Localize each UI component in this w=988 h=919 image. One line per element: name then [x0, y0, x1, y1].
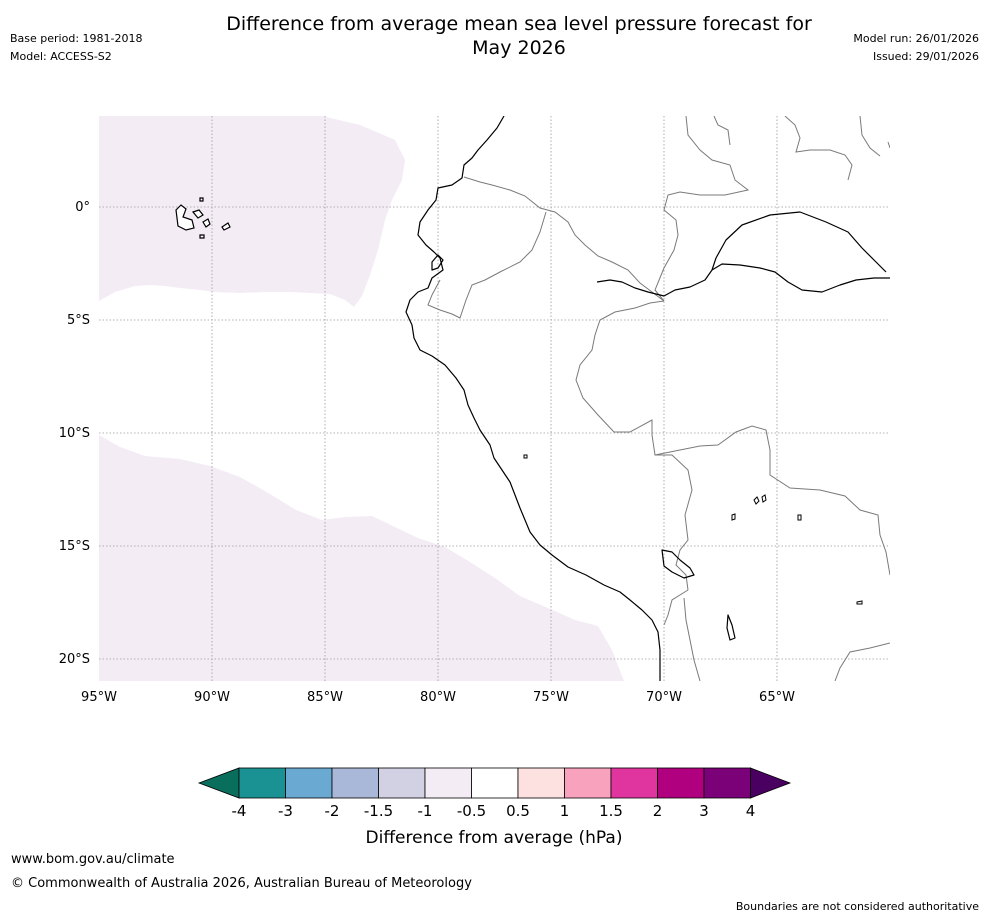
colorbar [197, 767, 792, 799]
galapagos-islands [175, 197, 231, 239]
colorbar-tick: -2 [325, 802, 340, 820]
footer-url: www.bom.gov.au/climate [11, 852, 175, 867]
lon-label-90w: 90°W [194, 690, 230, 705]
coastline-lake-poopo [726, 614, 736, 641]
map-panel: 0° 5°S 10°S 15°S 20°S 95°W 90°W 85°W 80°… [59, 116, 890, 705]
colorbar-segment [285, 767, 333, 799]
colorbar-segment [703, 767, 751, 799]
header-meta-right: Model run: 26/01/2026 Issued: 29/01/2026 [853, 30, 979, 66]
title-line-2: May 2026 [472, 37, 566, 59]
map-content [99, 116, 890, 681]
colorbar-segment [657, 767, 705, 799]
colorbar-tick: -4 [232, 802, 247, 820]
anomaly-region-south [99, 435, 624, 681]
lon-label-95w: 95°W [81, 690, 117, 705]
colorbar-tick: -3 [278, 802, 293, 820]
colorbar-title: Difference from average (hPa) [366, 828, 623, 848]
lake-small-5 [523, 454, 528, 459]
title-line-1: Difference from average mean sea level p… [226, 13, 812, 35]
lon-label-80w: 80°W [420, 690, 456, 705]
border-paraguay [834, 642, 890, 681]
model-label: Model: ACCESS-S2 [10, 50, 112, 63]
national-borders [427, 116, 890, 681]
model-run-label: Model run: 26/01/2026 [853, 32, 979, 45]
issued-label: Issued: 29/01/2026 [872, 50, 979, 63]
border-venezuela-guyana [713, 116, 731, 146]
header-meta-left: Base period: 1981-2018 Model: ACCESS-S2 [10, 30, 142, 66]
colorbar-tick: -1 [418, 802, 433, 820]
lake-small-4 [797, 514, 802, 521]
island-san-cristobal [221, 222, 231, 231]
colorbar-tick: -1.5 [364, 802, 393, 820]
colorbar-segment [424, 767, 472, 799]
lat-label-20s: 20°S [59, 652, 90, 667]
border-guyana-brazil [784, 116, 853, 181]
colorbar-segment [610, 767, 658, 799]
colorbar-tick: 1.5 [599, 802, 623, 820]
coastlines [405, 116, 890, 681]
border-peru-bolivia [663, 589, 689, 626]
coastline-pacific [405, 116, 661, 681]
island-santa-cruz [202, 218, 211, 228]
island-genovesa [199, 197, 204, 202]
lon-label-65w: 65°W [759, 690, 795, 705]
border-chile-bolivia [683, 597, 701, 681]
border-ecuador-peru [427, 211, 547, 319]
colorbar-tick: 1 [560, 802, 570, 820]
lat-label-5s: 5°S [67, 313, 90, 328]
longitude-labels: 95°W 90°W 85°W 80°W 75°W 70°W 65°W [81, 690, 795, 705]
lat-label-10s: 10°S [59, 426, 90, 441]
border-bolivia-brazil [654, 425, 890, 576]
lake-small-6 [856, 600, 863, 605]
colorbar-tick: -0.5 [457, 802, 486, 820]
colorbar-tick: 3 [699, 802, 709, 820]
border-peru-brazil [575, 300, 693, 591]
lon-label-85w: 85°W [307, 690, 343, 705]
island-floreana [199, 234, 205, 239]
coastline-gulf-guayaquil [431, 254, 444, 271]
border-venezuela-colombia [654, 116, 750, 302]
colorbar-tick: 2 [653, 802, 663, 820]
border-french-guiana [887, 141, 890, 149]
island-fernandina [191, 209, 204, 219]
colorbar-segment [564, 767, 612, 799]
page-title: Difference from average mean sea level p… [150, 12, 888, 60]
colorbar-extend-low [197, 767, 240, 799]
colorbar-segment [331, 767, 379, 799]
colorbar-ticks: -4 -3 -2 -1.5 -1 -0.5 0.5 1 1.5 2 3 4 [232, 802, 756, 820]
colorbar-extend-high [750, 767, 792, 799]
coastline-amazon-river [596, 263, 890, 297]
border-colombia-ecuador [463, 176, 665, 302]
footer-copyright: © Commonwealth of Australia 2026, Austra… [11, 876, 472, 891]
footer-note: Boundaries are not considered authoritat… [735, 900, 979, 913]
island-isabela [175, 204, 195, 231]
lon-label-70w: 70°W [646, 690, 682, 705]
lon-label-75w: 75°W [533, 690, 569, 705]
coastline-lake-titicaca [661, 549, 695, 579]
colorbar-segment [471, 767, 519, 799]
colorbar-tick: 0.5 [506, 802, 530, 820]
inland-lakes [523, 454, 863, 605]
lat-label-0: 0° [75, 200, 90, 215]
anomaly-region-north [99, 116, 405, 307]
lat-label-15s: 15°S [59, 539, 90, 554]
colorbar-tick: 4 [746, 802, 756, 820]
lake-small-3 [731, 513, 736, 521]
colorbar-segment [378, 767, 426, 799]
latitude-labels: 0° 5°S 10°S 15°S 20°S [59, 200, 90, 667]
lake-small-2 [761, 494, 767, 503]
colorbar-segment [517, 767, 565, 799]
base-period-label: Base period: 1981-2018 [10, 32, 143, 45]
gridlines [99, 116, 890, 681]
coastline-rio-negro [711, 211, 887, 273]
border-suriname [859, 116, 881, 157]
lake-small-1 [753, 496, 760, 505]
colorbar-segment [238, 767, 286, 799]
